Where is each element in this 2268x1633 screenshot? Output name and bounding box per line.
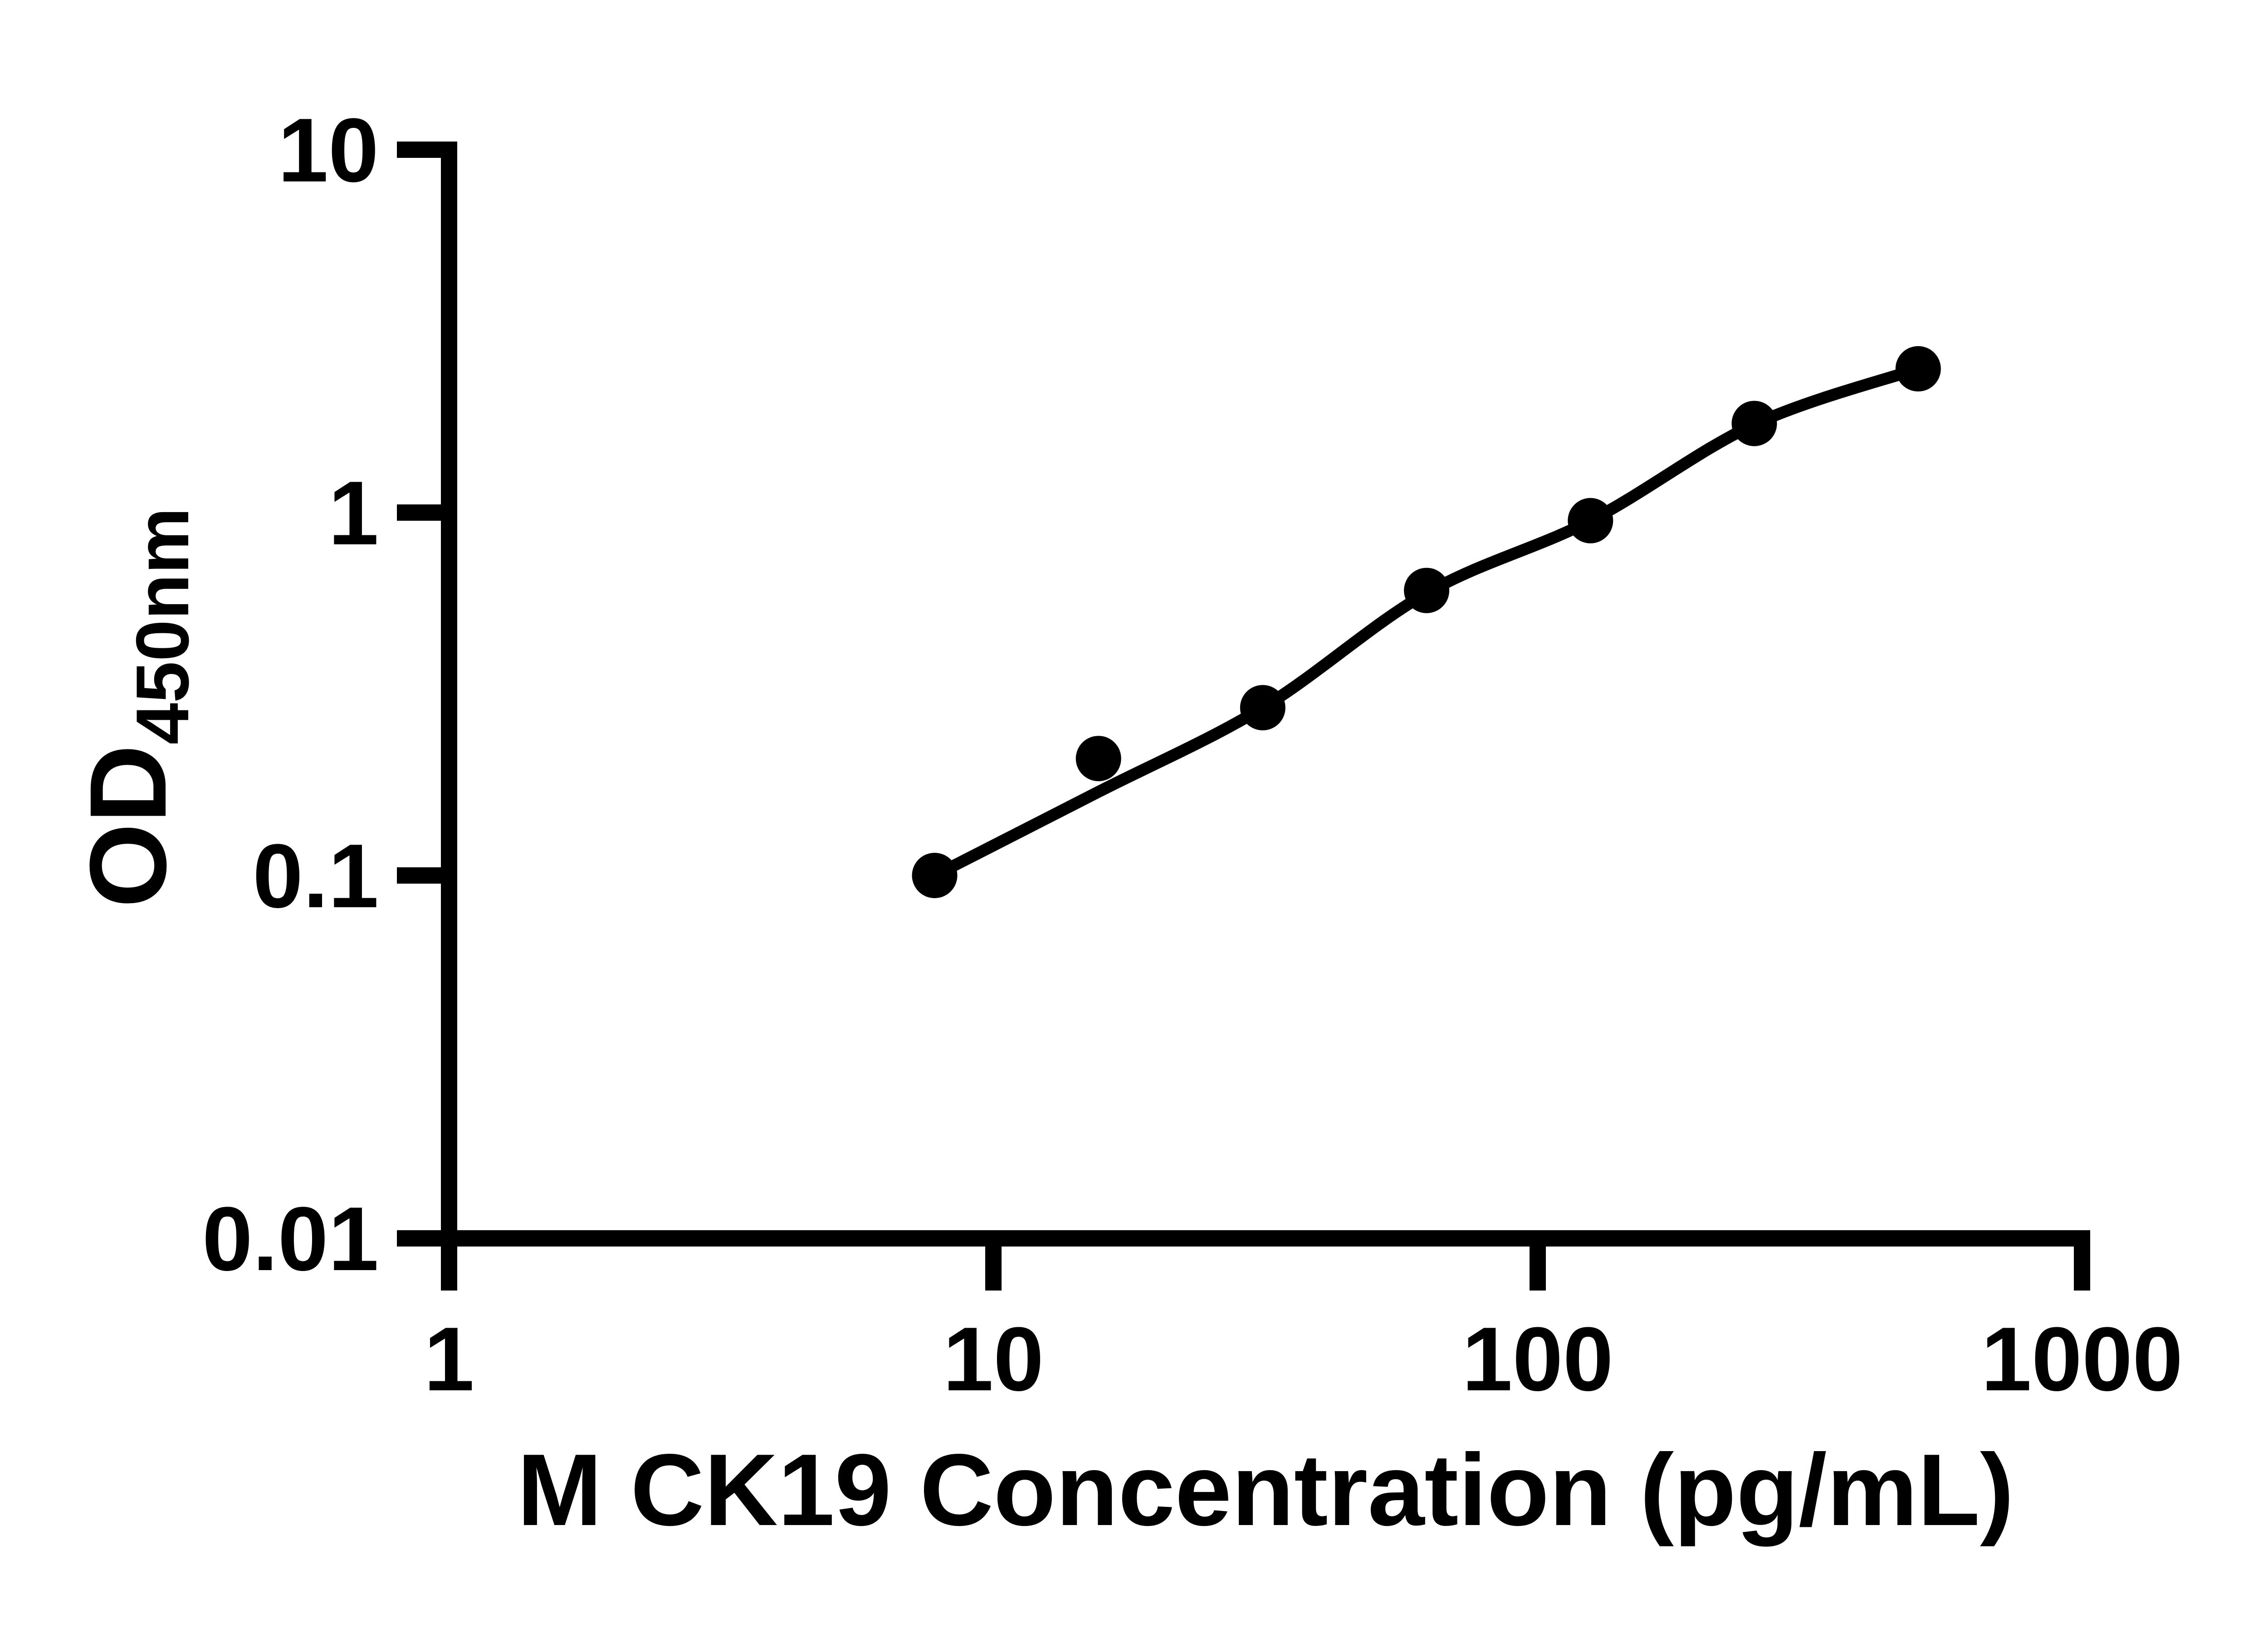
data-point-marker bbox=[1404, 567, 1450, 613]
data-points bbox=[912, 346, 1941, 898]
x-tick-label: 1 bbox=[424, 1309, 474, 1410]
x-tick-label: 1000 bbox=[1981, 1309, 2183, 1410]
x-tick-label: 100 bbox=[1462, 1309, 1613, 1410]
x-tick-label: 10 bbox=[943, 1309, 1044, 1410]
data-point-marker bbox=[1568, 498, 1613, 543]
y-tick-label: 0.01 bbox=[202, 1188, 379, 1290]
y-tick-label: 0.1 bbox=[253, 826, 379, 927]
y-axis-title: OD450nm bbox=[67, 508, 204, 908]
y-axis-title-main: OD bbox=[67, 744, 189, 908]
svg-text:OD450nm: OD450nm bbox=[67, 508, 204, 908]
x-axis-title: M CK19 Concentration (pg/mL) bbox=[517, 1433, 2014, 1547]
fitted-curve bbox=[929, 363, 1924, 881]
y-tick-label: 1 bbox=[328, 463, 379, 564]
standard-curve-line bbox=[929, 363, 1924, 881]
data-point-marker bbox=[1895, 346, 1941, 391]
y-axis-title-subscript: 450nm bbox=[121, 508, 204, 745]
y-tick-label: 10 bbox=[278, 100, 379, 201]
data-point-marker bbox=[912, 853, 958, 898]
data-point-marker bbox=[1240, 685, 1286, 731]
data-point-marker bbox=[1731, 401, 1777, 446]
data-point-marker bbox=[1075, 736, 1121, 782]
axis-ticks bbox=[397, 142, 2090, 1291]
tick-labels: 10 1 0.1 0.01 1 10 100 1000 bbox=[202, 100, 2183, 1410]
